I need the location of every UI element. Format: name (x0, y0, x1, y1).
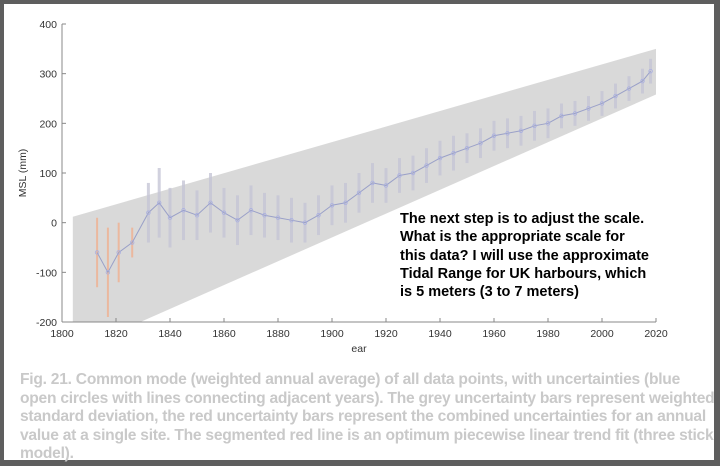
data-point (518, 128, 524, 133)
data-point (451, 150, 456, 156)
annotation-line: this data? I will use the approximate (400, 247, 649, 264)
figure-caption: Fig. 21. Common mode (weighted annual av… (20, 371, 715, 463)
data-point (316, 213, 321, 218)
data-point (532, 123, 537, 129)
data-point (640, 78, 645, 84)
x-tick-label: 1960 (482, 328, 506, 340)
y-tick-label: -100 (36, 267, 57, 279)
x-tick-label: 1880 (266, 328, 290, 340)
x-tick-label: 1860 (212, 328, 236, 340)
data-point (586, 106, 591, 111)
x-tick-label: 2000 (590, 328, 614, 340)
data-point (146, 210, 151, 215)
x-tick-label: 1820 (104, 328, 128, 340)
data-point (599, 101, 605, 106)
data-point (248, 208, 254, 213)
x-tick-label: 1920 (374, 328, 398, 340)
data-point (545, 121, 551, 126)
data-point (94, 250, 100, 255)
data-point (383, 183, 389, 188)
annotation-line: The next step is to adjust the scale. (400, 211, 645, 227)
x-tick-label: 1900 (320, 328, 344, 340)
figure-frame: -200 -100 0 100 200 300 400 1800 1820 1840 1860 188… (4, 4, 715, 462)
y-tick-label: 200 (39, 118, 57, 130)
data-point (105, 270, 111, 275)
data-point (464, 145, 470, 151)
data-point (235, 217, 240, 223)
data-point (626, 86, 632, 91)
plot-area (72, 48, 656, 322)
data-point (437, 155, 443, 161)
x-axis-label: ear (351, 343, 367, 355)
y-tick-label: 0 (51, 218, 57, 230)
x-tick-label: 1840 (158, 328, 182, 340)
x-tick-label: 1980 (536, 328, 560, 340)
y-tick-label: 400 (39, 19, 57, 31)
data-point (275, 215, 281, 220)
data-point (208, 200, 213, 205)
y-axis-label: MSL (mm) (17, 149, 29, 198)
annotation-text: The next step is to adjust the scale. Wh… (400, 210, 720, 301)
data-point (424, 163, 429, 168)
data-point (156, 200, 162, 205)
y-tick-label: 100 (39, 168, 57, 180)
annotation-line: is 5 meters (3 to 7 meters) (400, 284, 579, 301)
data-line (96, 70, 651, 274)
data-point (505, 131, 510, 136)
data-point (289, 217, 294, 223)
data-point (613, 93, 618, 99)
msl-chart: -200 -100 0 100 200 300 400 1800 1820 1840 1860 188… (17, 19, 668, 355)
data-point (559, 113, 564, 119)
data-point (572, 111, 578, 116)
x-tick-label: 1940 (428, 328, 452, 340)
uncertainty-band (72, 48, 656, 322)
y-tick-label: -200 (36, 317, 57, 329)
data-point (343, 200, 348, 205)
data-point (167, 215, 173, 220)
data-point (302, 220, 308, 225)
x-tick-label: 2020 (644, 328, 668, 340)
data-point (648, 68, 653, 74)
data-point (262, 213, 267, 218)
data-point (478, 140, 483, 146)
x-tick-label: 1800 (50, 328, 74, 340)
y-tick-label: 300 (39, 69, 57, 81)
data-point (491, 133, 497, 138)
data-point (129, 240, 135, 245)
data-point (397, 173, 402, 178)
data-point (181, 208, 186, 213)
data-point (221, 210, 227, 215)
data-point (194, 213, 200, 218)
data-point (370, 180, 375, 186)
data-point (410, 170, 416, 176)
data-point (116, 250, 121, 255)
annotation-line: Tidal Range for UK harbours, which (400, 265, 647, 282)
data-point (329, 203, 335, 208)
annotation-line: What is the appropriate scale for (400, 229, 625, 246)
data-point (356, 190, 362, 196)
